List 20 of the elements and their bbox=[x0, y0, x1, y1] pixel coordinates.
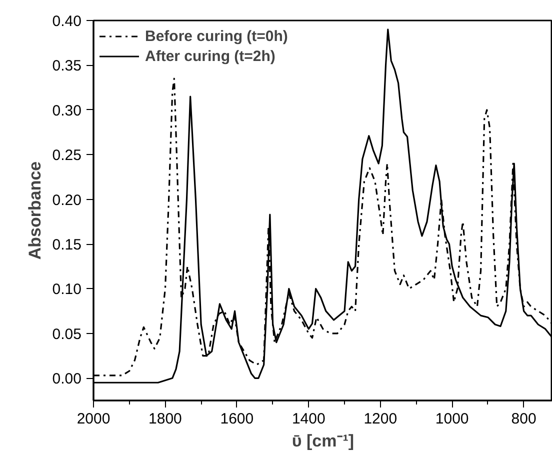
x-tick-label: 800 bbox=[511, 410, 536, 428]
x-tick-label: 1600 bbox=[220, 410, 254, 428]
legend-label: Before curing (t=0h) bbox=[145, 28, 288, 44]
y-tick-label: 0.05 bbox=[52, 326, 82, 343]
x-tick-label: 1000 bbox=[435, 410, 469, 428]
y-tick-label: 0.25 bbox=[52, 147, 82, 164]
y-tick-label: 0.10 bbox=[52, 281, 82, 298]
y-tick-label: 0.30 bbox=[52, 102, 82, 120]
legend-label: After curing (t=2h) bbox=[145, 48, 276, 64]
y-tick-label: 0.40 bbox=[52, 13, 82, 30]
x-tick-label: 1800 bbox=[148, 410, 182, 428]
y-tick-label: 0.00 bbox=[52, 370, 82, 388]
y-tick-label: 0.35 bbox=[52, 58, 82, 75]
x-tick-label: 2000 bbox=[76, 410, 110, 428]
y-tick-label: 0.20 bbox=[52, 192, 82, 209]
y-tick-label: 0.15 bbox=[52, 236, 82, 254]
x-tick-label: 1400 bbox=[292, 410, 326, 428]
x-axis-title: ῡ [cm⁻¹] bbox=[292, 432, 354, 450]
x-tick-label: 1200 bbox=[364, 410, 398, 428]
y-axis-title: Absorbance bbox=[25, 161, 44, 260]
